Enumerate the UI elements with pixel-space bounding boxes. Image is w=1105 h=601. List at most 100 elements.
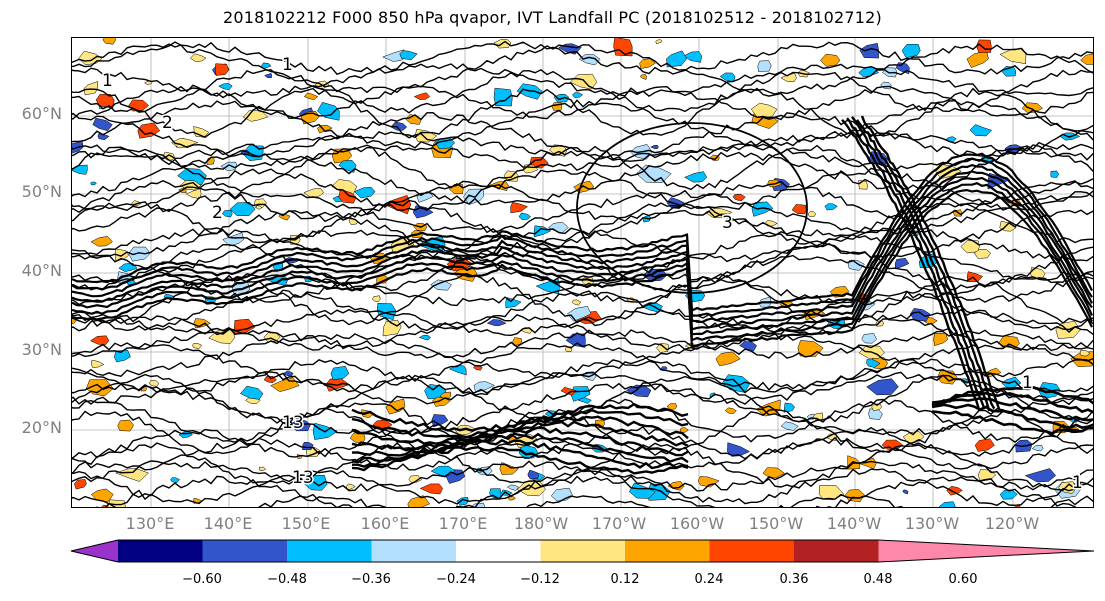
anomaly-patch: [783, 402, 796, 413]
anomaly-patch: [780, 73, 797, 82]
anomaly-patch: [820, 53, 841, 67]
ivt-contour: [931, 403, 1093, 429]
ivt-contour: [72, 468, 1093, 507]
ivt-contour: [851, 116, 991, 412]
anomaly-patch: [933, 333, 948, 347]
colorbar-tick: −0.60: [182, 572, 222, 587]
ivt-contour: [351, 445, 689, 475]
anomaly-patch: [974, 438, 995, 452]
ivt-contour: [72, 209, 1093, 259]
anomaly-patch: [560, 387, 577, 396]
anomaly-patch: [762, 467, 786, 478]
anomaly-patch: [1079, 349, 1091, 357]
ivt-contour: [72, 111, 1093, 158]
lon-label-120w: 120°W: [984, 514, 1040, 533]
anomaly-patch: [208, 328, 235, 344]
jet-contour: [72, 176, 1093, 336]
colorbar-segment: [202, 540, 288, 562]
anomaly-patch: [128, 246, 151, 262]
anomaly-patch: [750, 102, 778, 118]
anomaly-patch: [338, 188, 357, 204]
lon-label-160w: 160°W: [669, 514, 725, 533]
ivt-contour: [72, 43, 1093, 95]
ivt-contour: [72, 227, 1093, 263]
colorbar-tick: −0.48: [267, 572, 307, 587]
ivt-contour: [72, 180, 1093, 223]
anomaly-patch: [871, 403, 883, 412]
anomaly-patch: [724, 407, 737, 414]
anomaly-patch: [302, 441, 314, 450]
colorbar-tick: 0.48: [863, 572, 893, 587]
anomaly-patch: [506, 484, 520, 491]
anomaly-patch: [550, 487, 574, 502]
anomaly-patch: [430, 279, 452, 291]
lat-label-50n: 50°N: [21, 182, 62, 201]
anomaly-patch: [751, 201, 774, 217]
anomaly-patch: [330, 365, 350, 380]
anomaly-patch: [578, 54, 601, 66]
anomaly-patch: [222, 232, 245, 247]
colorbar-segment: [709, 540, 795, 562]
colorbar-tick: 0.60: [948, 572, 978, 587]
colorbar-tick: 0.24: [694, 572, 724, 587]
anomaly-patch: [571, 299, 582, 306]
ivt-contour: [931, 397, 1093, 422]
anomaly-patch: [499, 462, 519, 475]
anomaly-patch: [118, 262, 138, 272]
jet-contour: [72, 182, 1093, 342]
anomaly-patch: [115, 468, 149, 482]
anomaly-patch: [189, 53, 207, 62]
anomaly-patch: [261, 62, 272, 70]
contour-label: 13: [292, 468, 314, 488]
anomaly-patch: [824, 203, 838, 211]
anomaly-patch: [470, 502, 486, 507]
anomaly-patch: [221, 209, 233, 218]
anomaly-patch: [92, 117, 113, 132]
anomaly-patch: [413, 92, 431, 100]
colorbar-segment: [540, 540, 626, 562]
anomaly-patch: [349, 432, 366, 444]
anomaly-patch: [171, 138, 199, 149]
anomaly-patch: [83, 81, 98, 96]
anomaly-patch: [242, 110, 269, 122]
anomaly-patch: [973, 249, 991, 259]
anomaly-patch: [90, 236, 113, 247]
jet-contour: [72, 157, 1093, 317]
anomaly-patch: [704, 208, 733, 219]
anomaly-patch: [338, 160, 357, 173]
anomaly-patch: [551, 101, 563, 111]
ivt-contour: [72, 313, 1093, 352]
lon-label-160e: 160°E: [360, 514, 410, 533]
anomaly-patch: [880, 81, 892, 90]
anomaly-patch: [418, 334, 431, 341]
anomaly-patch: [218, 83, 233, 91]
anomaly-patch: [655, 39, 663, 45]
contour-label: 1: [102, 71, 113, 91]
anomaly-patch: [303, 92, 319, 101]
anomaly-patch: [569, 73, 598, 90]
anomaly-patch: [683, 51, 702, 63]
anomaly-patch: [966, 50, 989, 68]
anomaly-patch: [456, 496, 469, 506]
anomaly-patch: [303, 187, 325, 199]
lat-label-40n: 40°N: [21, 261, 62, 280]
anomaly-patch: [72, 164, 88, 175]
anomaly-patch: [960, 240, 980, 254]
ivt-contour: [72, 436, 1093, 471]
anomaly-patch: [999, 48, 1027, 65]
contour-label: 1: [1072, 473, 1083, 493]
map-panel: 1 1 2 2 13 13 1 3 1: [71, 37, 1094, 508]
anomaly-patch: [679, 427, 689, 433]
anomaly-patch: [148, 380, 160, 387]
ivt-contour: [72, 493, 1093, 507]
anomaly-patch: [113, 349, 131, 363]
ivt-contour: [72, 63, 1093, 98]
ivt-contour: [72, 308, 1093, 337]
anomaly-patch: [74, 479, 87, 490]
anomaly-patch: [650, 145, 659, 149]
anomaly-patch: [901, 44, 921, 58]
colorbar-extend-min: [71, 540, 118, 562]
ivt-contour: [576, 122, 808, 294]
anomaly-patch: [894, 257, 910, 270]
colorbar-extend-max: [878, 540, 1094, 562]
